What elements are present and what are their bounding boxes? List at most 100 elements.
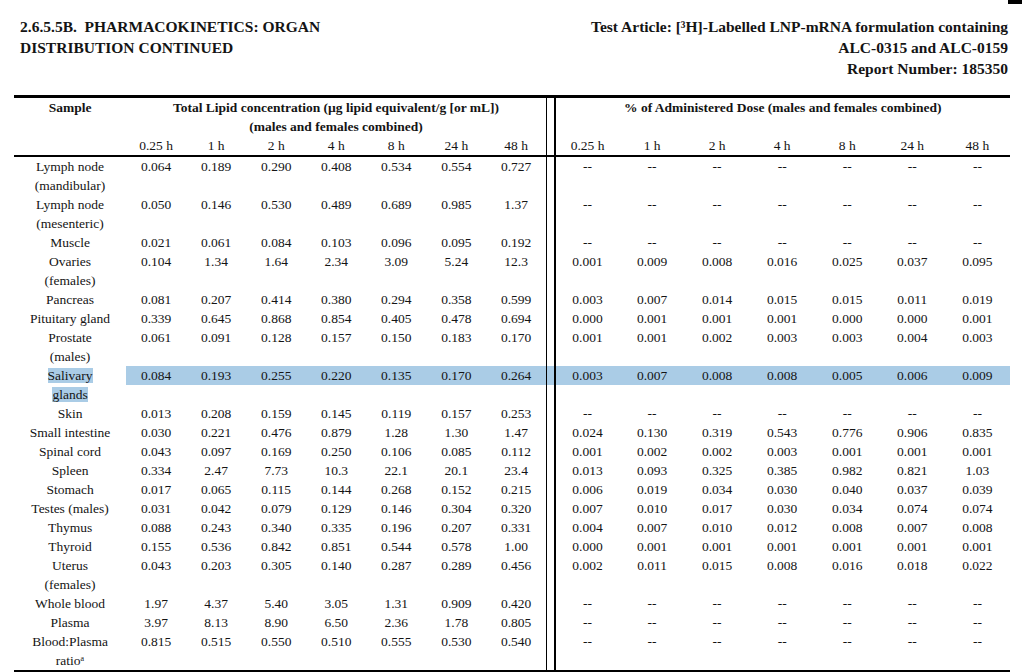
lipid-value-cell: 1.00 [486, 537, 546, 556]
dose-value-cell: -- [685, 156, 750, 195]
dose-value-cell: 0.001 [945, 442, 1010, 461]
value: 0.203 [186, 556, 246, 575]
lipid-value-cell: 0.854 [306, 309, 366, 328]
timepoint-header: 24 h [880, 136, 945, 156]
lipid-value-cell: 0.193 [186, 366, 246, 404]
sample-label: Pituitary gland [30, 311, 110, 326]
lipid-value-cell: 0.207 [186, 290, 246, 309]
value: 0.003 [556, 290, 620, 309]
dose-value-cell: -- [555, 233, 620, 252]
value: 0.001 [556, 442, 620, 461]
table-row: Whole blood1.974.375.403.051.310.9090.42… [14, 594, 1010, 613]
lipid-value-cell: 3.09 [366, 252, 426, 290]
sample-label: Salivary glands [48, 368, 93, 402]
table-row: Spleen0.3342.477.7310.322.120.123.40.013… [14, 461, 1010, 480]
value: 0.024 [556, 423, 620, 442]
value: -- [620, 632, 685, 651]
lipid-value-cell: 0.091 [186, 328, 246, 366]
lipid-value-cell: 0.339 [126, 309, 186, 328]
dose-value-cell: -- [555, 594, 620, 613]
lipid-value-cell: 0.196 [366, 518, 426, 537]
value: 0.019 [945, 290, 1010, 309]
dose-value-cell: -- [880, 195, 945, 233]
lipid-value-cell: 0.476 [246, 423, 306, 442]
value: 0.152 [426, 480, 486, 499]
dose-value-cell: -- [555, 632, 620, 672]
value: 0.013 [126, 404, 186, 423]
value: 0.084 [246, 233, 306, 252]
value: 0.155 [126, 537, 186, 556]
dose-value-cell: -- [750, 613, 815, 632]
value: 1.64 [246, 252, 306, 271]
lipid-value-cell: 0.851 [306, 537, 366, 556]
lipid-value-cell: 0.544 [366, 537, 426, 556]
lipid-value-cell: 0.150 [366, 328, 426, 366]
value: 0.253 [486, 404, 546, 423]
value: 1.31 [366, 594, 426, 613]
value: 0.016 [750, 252, 815, 271]
lipid-value-cell: 0.534 [366, 156, 426, 195]
dose-value-cell: 0.776 [815, 423, 880, 442]
value: 1.34 [186, 252, 246, 271]
value: 0.320 [486, 499, 546, 518]
column-group-divider [547, 499, 555, 518]
dose-value-cell: 0.004 [555, 518, 620, 537]
value: 0.555 [366, 632, 426, 651]
lipid-value-cell: 0.095 [426, 233, 486, 252]
column-group-divider [547, 480, 555, 499]
dose-value-cell: -- [945, 632, 1010, 672]
dose-value-cell: 0.005 [815, 366, 880, 404]
lipid-value-cell: 6.50 [306, 613, 366, 632]
lipid-value-cell: 0.030 [126, 423, 186, 442]
dose-value-cell: 0.007 [880, 518, 945, 537]
lipid-value-cell: 0.050 [126, 195, 186, 233]
value: 0.554 [426, 157, 486, 176]
dose-value-cell: -- [750, 233, 815, 252]
lipid-value-cell: 23.4 [486, 461, 546, 480]
column-group-divider [547, 556, 555, 594]
value: 0.006 [880, 366, 945, 385]
value: 0.294 [366, 290, 426, 309]
dose-value-cell: 0.001 [880, 537, 945, 556]
lipid-value-cell: 0.250 [306, 442, 366, 461]
value: 2.34 [306, 252, 366, 271]
column-group-divider [547, 613, 555, 632]
value: 0.129 [306, 499, 366, 518]
value: 0.842 [246, 537, 306, 556]
table-row: Blood:Plasma ratioᵃ0.8150.5150.5500.5100… [14, 632, 1010, 672]
value: 0.043 [126, 442, 186, 461]
value: 0.104 [126, 252, 186, 271]
lipid-value-cell: 1.64 [246, 252, 306, 290]
table-row: Ovaries (females)0.1041.341.642.343.095.… [14, 252, 1010, 290]
dose-value-cell: 0.095 [945, 252, 1010, 290]
value: 0.207 [186, 290, 246, 309]
value: 0.159 [246, 404, 306, 423]
value: -- [815, 195, 880, 214]
value: 0.112 [486, 442, 546, 461]
lipid-value-cell: 0.536 [186, 537, 246, 556]
dose-value-cell: -- [555, 613, 620, 632]
dose-value-cell: 0.012 [750, 518, 815, 537]
column-group-divider [547, 632, 555, 672]
dose-value-cell: 0.319 [685, 423, 750, 442]
value: -- [945, 404, 1010, 423]
lipid-value-cell: 0.268 [366, 480, 426, 499]
dose-value-cell: 0.002 [685, 442, 750, 461]
dose-value-cell: -- [880, 233, 945, 252]
value: 0.192 [486, 233, 546, 252]
value: -- [945, 233, 1010, 252]
value: 0.003 [556, 366, 620, 385]
value: -- [815, 594, 880, 613]
lipid-value-cell: 10.3 [306, 461, 366, 480]
column-group-divider [547, 537, 555, 556]
lipid-value-cell: 0.220 [306, 366, 366, 404]
dose-value-cell: -- [555, 156, 620, 195]
lipid-value-cell: 0.694 [486, 309, 546, 328]
value: -- [620, 594, 685, 613]
dose-value-cell: 0.130 [620, 423, 685, 442]
dose-value-cell: 0.001 [685, 309, 750, 328]
lipid-value-cell: 0.578 [426, 537, 486, 556]
dose-value-cell: -- [945, 233, 1010, 252]
value: 0.358 [426, 290, 486, 309]
lipid-value-cell: 8.13 [186, 613, 246, 632]
